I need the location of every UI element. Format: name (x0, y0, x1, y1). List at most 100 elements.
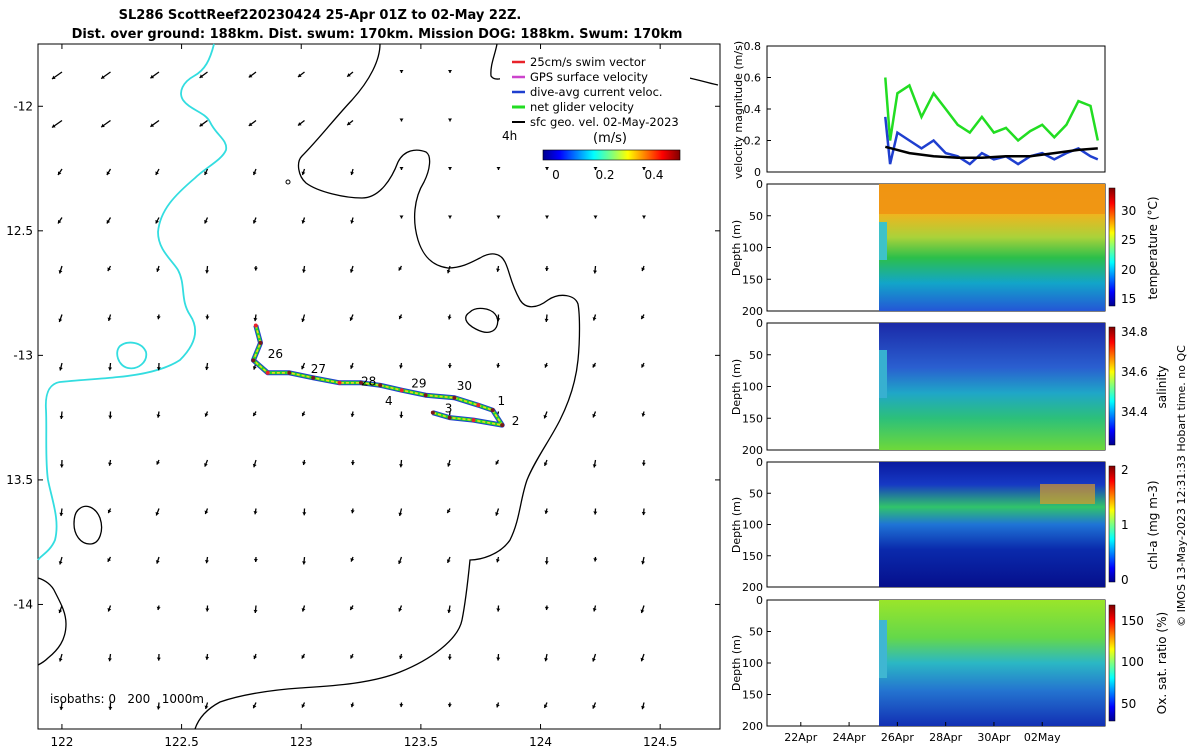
geo-arrow-head (252, 171, 257, 175)
geo-arrow-head (248, 74, 253, 78)
geo-arrow-head (448, 118, 452, 122)
geo-arrow-head (107, 658, 112, 662)
geo-arrow-head (347, 73, 351, 77)
track-point (311, 375, 316, 380)
map-xtick-label: 123.5 (404, 735, 438, 749)
chl-cbtick-2: 0 (1121, 573, 1129, 587)
geo-arrow-head (58, 171, 62, 175)
depth-tick-label: 200 (742, 444, 763, 457)
geo-arrow-head (448, 215, 452, 219)
geo-arrow-head (350, 606, 354, 611)
geo-arrow-head (301, 412, 306, 417)
map-legend: 25cm/s swim vector GPS surface velocity … (500, 50, 690, 182)
colorbar-tick-1: 0.2 (595, 168, 614, 182)
map-title-line2: Dist. over ground: 188km. Dist. swum: 17… (72, 27, 683, 42)
oxygen-cbtick-2: 50 (1121, 697, 1136, 711)
geo-arrow-head (298, 73, 302, 77)
depth-tick-label: 0 (756, 594, 763, 607)
geo-arrow-head (101, 123, 105, 128)
geo-arrow-head (544, 510, 549, 514)
geo-arrow-head (398, 512, 403, 516)
geo-arrow-head (253, 511, 258, 515)
colorbar-tick-0: 0 (552, 168, 560, 182)
geo-arrow-head (108, 415, 113, 419)
legend-label-gps: GPS surface velocity (530, 70, 648, 84)
geo-arrow-head (641, 462, 646, 466)
geo-arrow-head (496, 318, 501, 322)
velocity-series (884, 77, 1100, 166)
geo-arrow-head (150, 74, 155, 79)
geo-arrow-head (640, 609, 645, 613)
geo-arrow-head (543, 704, 548, 708)
isobath-southwest (37, 577, 67, 666)
geo-arrow-head (301, 608, 306, 612)
geo-arrow-head (593, 167, 598, 170)
geo-arrow-head (253, 412, 257, 417)
geo-arrow-head (252, 463, 257, 468)
geo-arrow-head (399, 118, 404, 122)
temperature-cblabel: temperature (°C) (1146, 197, 1160, 300)
legend-4h: 4h (502, 129, 517, 143)
geo-arrow-head (496, 268, 500, 272)
depth-tick-label: 100 (742, 242, 763, 255)
chl-colorbar (1108, 465, 1116, 583)
geo-arrow-head (496, 215, 501, 219)
geo-arrow-head (108, 367, 113, 371)
depth-tick-label: 0 (756, 178, 763, 191)
depth-axis-ticks: 0501001502000501001502000501001502000501… (742, 178, 771, 733)
geo-arrow-head (641, 363, 645, 368)
geo-arrow-head (150, 123, 155, 127)
isobath-ring-west (73, 505, 103, 545)
oxygen-dip (879, 620, 887, 678)
temperature-cbtick-1: 25 (1121, 233, 1136, 247)
legend-label-dive: dive-avg current veloc. (530, 85, 663, 99)
map-axes: 26 27 28 29 30 12 3 4 25cm/s swim vector GPS su… (37, 43, 721, 730)
geo-arrow-head (107, 509, 112, 514)
geo-arrow-head (108, 706, 113, 710)
geo-arrow-head (593, 558, 598, 562)
map-ytick-label: 13.5 (6, 473, 33, 487)
depth-tick-label: 0 (756, 317, 763, 330)
geo-arrow-head (593, 270, 598, 274)
geo-arrow-head (448, 167, 452, 170)
legend-label-swim: 25cm/s swim vector (530, 55, 646, 69)
geo-arrow-head (641, 413, 646, 417)
geo-arrow-head (593, 215, 598, 219)
legend-label-net: net glider velocity (530, 100, 634, 114)
map-xtick-label: 124.5 (643, 735, 677, 749)
geo-arrow-head (58, 561, 63, 565)
geo-arrow-head (496, 167, 501, 170)
geo-arrow-head (592, 317, 597, 321)
oxygen-cbtick-1: 100 (1121, 655, 1144, 669)
track-point (337, 380, 342, 385)
geo-arrow-head (301, 220, 306, 224)
geo-arrow-head (399, 414, 404, 418)
geo-arrow-head (156, 706, 161, 710)
geo-arrow-head (544, 364, 549, 368)
geo-arrow-head (302, 561, 307, 565)
velocity-line (884, 77, 1100, 143)
geo-arrow-head (593, 511, 598, 515)
geo-arrow-head (253, 317, 258, 322)
velocity-yticks: 0 0.2 0.4 0.6 0.8 (744, 40, 771, 179)
geo-arrow-head (447, 509, 451, 514)
velocity-line (884, 145, 1098, 160)
geo-arrow-head (543, 462, 548, 466)
map-frame (37, 43, 721, 730)
geo-arrow-head (592, 608, 597, 612)
geo-arrow-head (544, 657, 549, 662)
geo-arrow-head (204, 171, 208, 175)
glider-track (250, 323, 505, 428)
geo-arrow-head (592, 705, 596, 709)
geo-arrow-head (398, 266, 403, 271)
geo-arrow-head (398, 560, 402, 564)
track-day-label: 1 (497, 394, 505, 408)
geo-arrow-head (592, 363, 597, 368)
oxygen-panel: Depth (m) Ox. sat. ratio (%) 150 100 50 (730, 599, 1169, 727)
isobath-dot (285, 179, 291, 185)
geo-arrow-head (640, 657, 645, 662)
chl-cbtick-0: 2 (1121, 463, 1129, 477)
geo-arrow-head (107, 608, 112, 612)
geo-arrow-head (543, 414, 548, 419)
geo-arrow-head (495, 512, 499, 516)
